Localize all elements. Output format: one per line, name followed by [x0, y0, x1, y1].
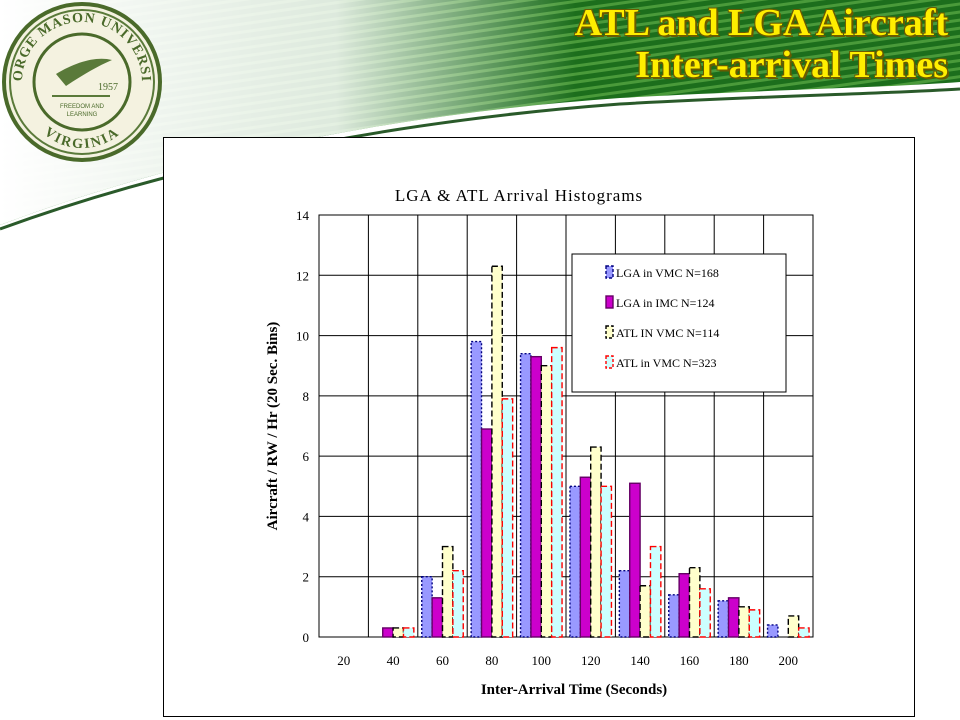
- y-tick-label: 14: [296, 208, 310, 223]
- x-tick-label: 100: [532, 653, 552, 668]
- x-tick-label: 20: [337, 653, 350, 668]
- y-tick-label: 6: [303, 449, 310, 464]
- bar-series-4-200: [797, 627, 810, 638]
- bar-series-2-40: [382, 627, 394, 638]
- y-tick-label: 12: [296, 268, 309, 283]
- bar-series-3-120: [590, 446, 602, 638]
- seal-motto-line2: LEARNING: [67, 112, 98, 118]
- plot-area: [318, 214, 814, 638]
- slide-title-line1: ATL and LGA Aircraft: [574, 2, 948, 44]
- legend-swatch: [605, 355, 614, 369]
- slide-title-line2: Inter-arrival Times: [635, 44, 948, 86]
- bar-series-1-60: [421, 576, 433, 638]
- bar-series-1-100: [519, 352, 532, 638]
- bar-series-3-180: [738, 606, 750, 638]
- bar-series-4-180: [748, 609, 761, 638]
- x-tick-label: 60: [436, 653, 449, 668]
- bar-series-3-100: [540, 365, 553, 638]
- x-tick-label: 80: [485, 653, 498, 668]
- legend-label: LGA in VMC N=168: [616, 266, 719, 280]
- x-tick-label: 140: [630, 653, 650, 668]
- slide-banner: GEORGE MASON UNIVERSITY VIRGINIA 1957 FR…: [0, 0, 960, 231]
- bar-series-4-40: [402, 627, 415, 638]
- bar-series-4-80: [501, 398, 514, 638]
- bar-series-1-140: [618, 569, 631, 638]
- chart-title: LGA & ATL Arrival Histograms: [395, 186, 643, 205]
- legend-swatch: [605, 265, 614, 279]
- legend-label: LGA in IMC N=124: [616, 296, 714, 310]
- seal-year: 1957: [98, 82, 118, 93]
- chart-frame: LGA & ATL Arrival Histograms 0 2 4 6 8 10 12 14…: [163, 137, 915, 717]
- bar-series-3-40: [392, 627, 405, 638]
- bar-series-2-160: [678, 573, 691, 638]
- histogram-chart: LGA & ATL Arrival Histograms 0 2 4 6 8 10 12 14…: [265, 186, 814, 698]
- bar-series-2-80: [480, 428, 493, 638]
- y-tick-label: 10: [296, 329, 309, 344]
- university-seal: GEORGE MASON UNIVERSITY VIRGINIA 1957 FR…: [2, 2, 162, 162]
- bar-series-2-180: [727, 597, 740, 638]
- x-axis-label: Inter-Arrival Time (Seconds): [481, 682, 667, 698]
- y-tick-label: 0: [303, 630, 310, 645]
- chart-legend: LGA in VMC N=168 LGA in IMC N=124 ATL IN V…: [571, 253, 787, 393]
- legend-swatch: [605, 295, 614, 309]
- x-tick-label: 40: [387, 653, 400, 668]
- bar-series-2-140: [629, 482, 641, 638]
- quill-icon: [56, 58, 112, 86]
- seal-motto-line1: FREEDOM AND: [60, 104, 105, 110]
- bar-series-2-120: [579, 476, 592, 638]
- bar-series-4-140: [649, 545, 662, 638]
- y-tick-label: 4: [303, 509, 310, 524]
- bar-series-1-200: [766, 624, 779, 638]
- x-tick-label: 120: [581, 653, 601, 668]
- x-tick-label: 200: [779, 653, 799, 668]
- x-tick-label: 160: [680, 653, 700, 668]
- chart-tick-labels: 0 2 4 6 8 10 12 14 20 40 60 80 100 120 140 160 180 200: [296, 208, 798, 668]
- chart-bars: [382, 265, 810, 638]
- bar-series-4-100: [550, 346, 563, 638]
- bar-series-4-120: [600, 485, 613, 638]
- bar-series-2-100: [530, 355, 542, 638]
- bar-series-3-60: [441, 545, 454, 638]
- legend-label: ATL in VMC N=323: [616, 356, 716, 370]
- y-axis-label: Aircraft / RW / Hr (20 Sec. Bins): [265, 322, 281, 531]
- bar-series-3-200: [787, 615, 800, 638]
- y-tick-label: 2: [303, 570, 310, 585]
- bar-series-1-80: [470, 340, 483, 638]
- bar-series-4-60: [452, 569, 464, 638]
- bar-series-1-180: [717, 600, 730, 638]
- bar-series-3-80: [491, 265, 503, 638]
- bar-series-2-60: [431, 597, 444, 638]
- legend-swatch: [605, 325, 614, 339]
- bar-series-3-160: [688, 566, 701, 638]
- bar-series-1-160: [668, 594, 680, 638]
- bar-series-3-140: [639, 585, 652, 638]
- bar-series-1-120: [569, 485, 582, 638]
- y-tick-label: 8: [303, 389, 310, 404]
- legend-label: ATL IN VMC N=114: [616, 326, 719, 340]
- bar-series-4-160: [699, 588, 711, 638]
- x-tick-label: 180: [729, 653, 749, 668]
